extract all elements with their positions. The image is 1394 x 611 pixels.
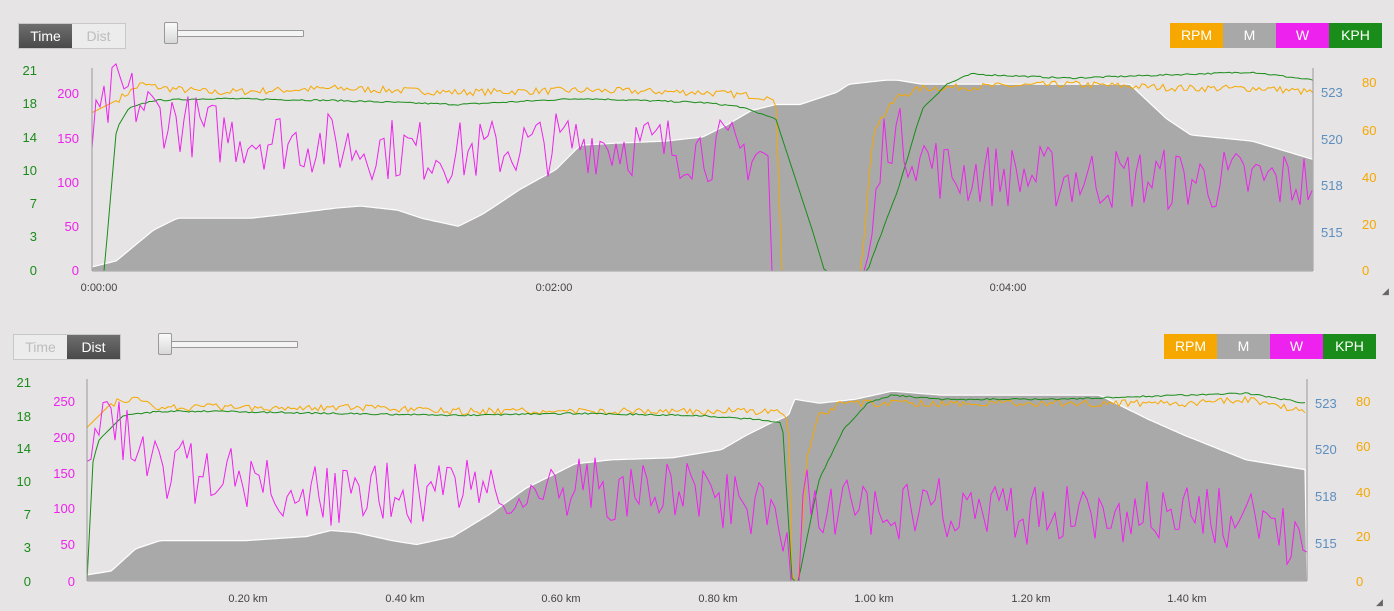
m-tick: 523 (1315, 396, 1337, 411)
kph-tick: 0 (24, 574, 31, 589)
rpm-tick: 80 (1356, 394, 1370, 409)
x-mode-toggle[interactable]: Time Dist (13, 334, 121, 360)
zoom-slider-thumb[interactable] (164, 22, 178, 44)
dist-mode-button[interactable]: Dist (67, 335, 120, 359)
m-axis: 523 520 518 515 (1315, 396, 1337, 551)
kph-tick: 7 (30, 196, 37, 211)
kph-tick: 18 (23, 96, 37, 111)
m-series-area (86, 390, 1308, 582)
rpm-tick: 60 (1362, 123, 1376, 138)
legend-kph[interactable]: KPH (1329, 23, 1382, 48)
w-tick: 0 (68, 574, 75, 589)
m-tick: 518 (1321, 178, 1343, 193)
x-mode-toggle[interactable]: Time Dist (18, 23, 126, 49)
rpm-axis: 80 60 40 20 0 (1362, 75, 1376, 278)
w-series-line (91, 62, 1313, 272)
series-legend: RPM M W KPH (1164, 334, 1376, 359)
x-tick: 0:02:00 (536, 282, 573, 294)
x-tick: 1.20 km (1011, 593, 1050, 605)
distance-chart: 21 18 14 10 7 3 0 250 200 150 100 50 0 5… (17, 375, 1371, 605)
time-chart: 21 18 14 10 7 3 0 200 150 100 50 0 523 5… (23, 62, 1376, 294)
zoom-slider[interactable] (158, 333, 298, 355)
kph-tick: 21 (23, 63, 37, 78)
time-chart-panel: Time Dist RPM M W KPH 21 18 14 10 7 3 0 … (0, 0, 1394, 300)
x-tick: 0.40 km (385, 593, 424, 605)
w-tick: 100 (57, 175, 79, 190)
x-tick: 1.00 km (854, 593, 893, 605)
x-tick: 0:04:00 (990, 282, 1027, 294)
legend-w[interactable]: W (1276, 23, 1329, 48)
m-tick: 515 (1315, 536, 1337, 551)
rpm-tick: 40 (1362, 170, 1376, 185)
w-tick: 50 (61, 537, 75, 552)
w-series-line (86, 401, 1308, 582)
kph-tick: 14 (23, 130, 37, 145)
w-axis: 200 150 100 50 0 (57, 86, 79, 278)
zoom-slider[interactable] (164, 22, 304, 44)
m-axis: 523 520 518 515 (1321, 85, 1343, 240)
kph-series-line (86, 392, 1306, 582)
m-tick: 520 (1321, 132, 1343, 147)
legend-kph[interactable]: KPH (1323, 334, 1376, 359)
rpm-tick: 60 (1356, 439, 1370, 454)
m-tick: 515 (1321, 225, 1343, 240)
x-tick: 0.20 km (228, 593, 267, 605)
legend-m[interactable]: M (1217, 334, 1270, 359)
series-legend: RPM M W KPH (1170, 23, 1382, 48)
kph-tick: 14 (17, 441, 31, 456)
rpm-tick: 20 (1356, 529, 1370, 544)
w-tick: 50 (65, 219, 79, 234)
kph-tick: 18 (17, 409, 31, 424)
resize-grip-icon[interactable]: ◢ (1376, 597, 1383, 607)
m-tick: 523 (1321, 85, 1343, 100)
rpm-tick: 80 (1362, 75, 1376, 90)
x-tick: 0:00:00 (81, 282, 118, 294)
dist-mode-button[interactable]: Dist (72, 24, 125, 48)
w-tick: 150 (57, 131, 79, 146)
kph-tick: 21 (17, 375, 31, 390)
rpm-tick: 0 (1362, 263, 1369, 278)
x-tick: 0.60 km (541, 593, 580, 605)
kph-tick: 7 (24, 507, 31, 522)
kph-tick: 0 (30, 263, 37, 278)
rpm-tick: 20 (1362, 217, 1376, 232)
w-tick: 250 (53, 394, 75, 409)
m-tick: 518 (1315, 489, 1337, 504)
m-tick: 520 (1315, 442, 1337, 457)
x-tick: 1.40 km (1167, 593, 1206, 605)
rpm-series-line (86, 395, 1306, 582)
legend-rpm[interactable]: RPM (1164, 334, 1217, 359)
w-tick: 200 (57, 86, 79, 101)
time-mode-button[interactable]: Time (19, 24, 72, 48)
w-tick: 0 (72, 263, 79, 278)
x-tick: 0.80 km (698, 593, 737, 605)
w-tick: 100 (53, 501, 75, 516)
kph-tick: 3 (24, 540, 31, 555)
w-tick: 200 (53, 430, 75, 445)
rpm-tick: 40 (1356, 485, 1370, 500)
kph-series-line (92, 71, 1314, 272)
zoom-slider-thumb[interactable] (158, 333, 172, 355)
kph-tick: 3 (30, 229, 37, 244)
kph-tick: 10 (17, 474, 31, 489)
w-tick: 150 (53, 466, 75, 481)
rpm-tick: 0 (1356, 574, 1363, 589)
kph-tick: 10 (23, 163, 37, 178)
x-axis-ticks: 0:00:00 0:02:00 0:04:00 (81, 282, 1027, 294)
legend-w[interactable]: W (1270, 334, 1323, 359)
time-mode-button[interactable]: Time (14, 335, 67, 359)
kph-axis: 21 18 14 10 7 3 0 (17, 375, 31, 589)
legend-m[interactable]: M (1223, 23, 1276, 48)
distance-chart-panel: Time Dist RPM M W KPH 21 18 14 10 7 3 0 … (0, 311, 1394, 611)
rpm-series-line (91, 80, 1314, 272)
w-axis: 250 200 150 100 50 0 (53, 394, 75, 589)
rpm-axis: 80 60 40 20 0 (1356, 394, 1370, 589)
x-axis-ticks: 0.20 km 0.40 km 0.60 km 0.80 km 1.00 km … (228, 593, 1206, 605)
resize-grip-icon[interactable]: ◢ (1382, 286, 1389, 296)
kph-axis: 21 18 14 10 7 3 0 (23, 63, 37, 278)
legend-rpm[interactable]: RPM (1170, 23, 1223, 48)
